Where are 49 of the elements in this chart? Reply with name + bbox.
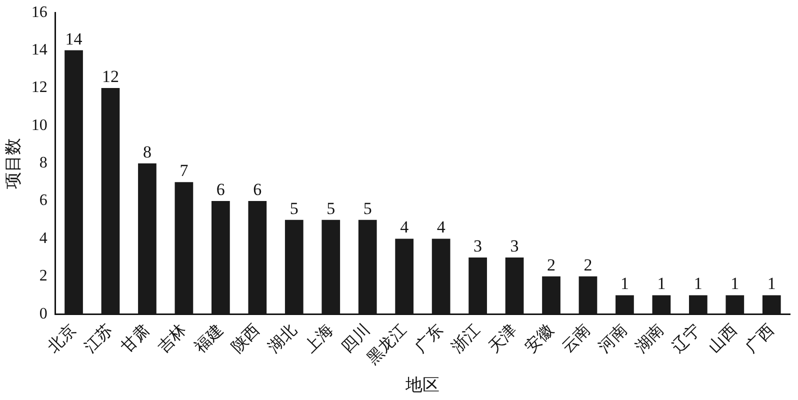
x-tick-label: 吉林	[154, 320, 190, 356]
x-tick-label: 广西	[742, 320, 778, 356]
data-label: 4	[400, 218, 410, 237]
data-label: 8	[142, 142, 152, 162]
data-label: 5	[363, 198, 372, 218]
data-label: 3	[474, 236, 482, 256]
x-tick-label: 天津	[484, 320, 520, 356]
y-tick-label: 16	[31, 4, 48, 21]
x-axis-title: 地区	[404, 375, 440, 394]
data-label: 6	[253, 180, 262, 199]
y-tick-label: 12	[31, 79, 48, 96]
x-tick-label: 安徽	[522, 320, 558, 356]
y-tick-label: 4	[39, 230, 48, 247]
x-tick-label: 北京	[44, 320, 80, 356]
x-tick-label: 河南	[595, 320, 631, 356]
x-tick-label: 广东	[412, 320, 447, 356]
data-label: 7	[180, 161, 189, 180]
x-tick-label: 上海	[301, 320, 337, 356]
x-tick-label: 江苏	[80, 320, 116, 356]
y-tick-label: 14	[31, 41, 48, 58]
data-label: 1	[694, 274, 702, 294]
data-label: 12	[102, 66, 119, 86]
x-tick-label: 陕西	[228, 322, 264, 356]
x-tick-label: 甘肃	[118, 320, 154, 356]
x-tick-label: 湖南	[632, 320, 668, 356]
data-label: 3	[510, 236, 519, 256]
data-label: 1	[620, 274, 629, 294]
data-label: 1	[767, 274, 776, 294]
x-tick-label: 云南	[558, 320, 594, 356]
data-label: 5	[326, 198, 336, 218]
y-axis-title: 项目数	[4, 138, 23, 189]
y-tick-label: 10	[31, 116, 48, 134]
y-tick-label: 6	[39, 192, 48, 210]
y-tick-label: 2	[39, 268, 48, 285]
data-label: 2	[547, 255, 556, 274]
x-tick-label: 湖北	[264, 320, 300, 356]
x-tick-label: 山西	[705, 320, 741, 356]
x-tick-label: 辽宁	[668, 320, 704, 356]
data-label: 4	[436, 218, 446, 237]
data-label: 6	[216, 180, 225, 199]
data-label: 1	[730, 274, 740, 294]
data-label: 14	[65, 29, 83, 48]
x-tick-label: 浙江	[448, 320, 484, 356]
y-tick-label: 0	[39, 305, 48, 322]
data-label: 2	[584, 255, 592, 274]
y-tick-label: 8	[39, 154, 48, 172]
data-label: 1	[657, 274, 666, 294]
x-tick-label: 福建	[191, 320, 226, 356]
data-label: 5	[290, 198, 298, 218]
